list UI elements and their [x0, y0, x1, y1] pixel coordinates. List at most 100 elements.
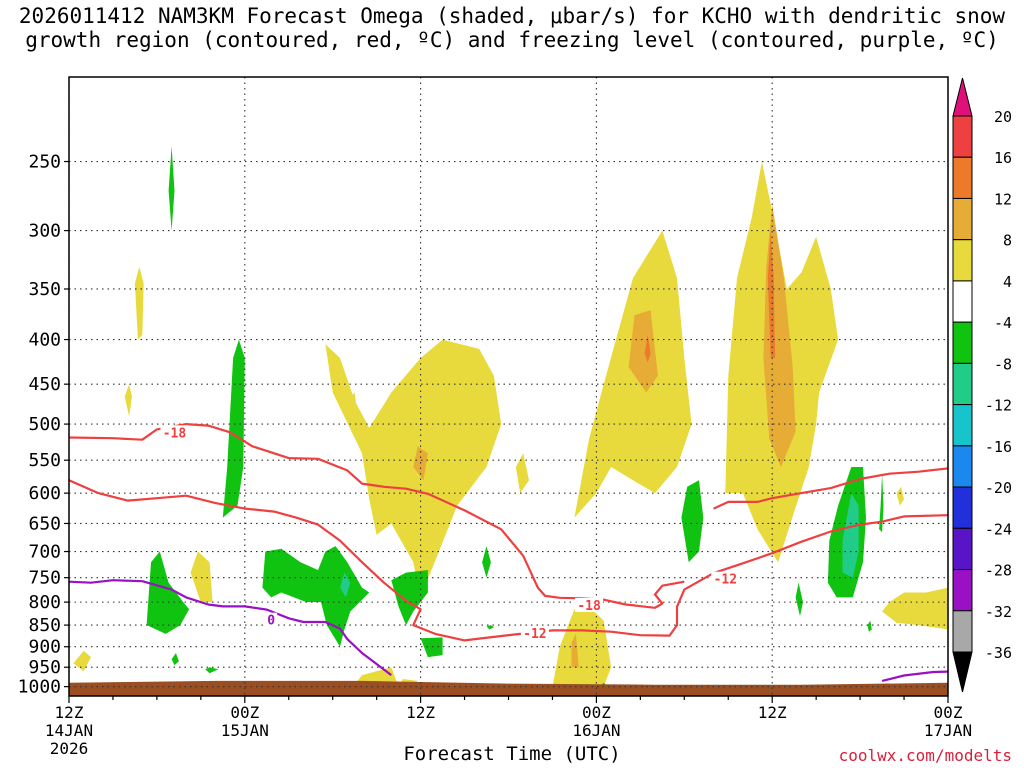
- contour-label-bg: [575, 597, 604, 612]
- y-tick-label: 350: [28, 279, 61, 300]
- ground-surface: [69, 680, 948, 696]
- x-tick-date: 16JAN: [572, 721, 620, 740]
- contour-labels: -18 -18 -12 -12 0: [160, 425, 740, 642]
- y-tick-label: 500: [28, 414, 61, 435]
- rising-omega-region: [486, 625, 494, 630]
- y-tick-label: 750: [28, 568, 61, 589]
- rising-omega-region: [262, 546, 370, 647]
- colorbar-band: [952, 486, 973, 529]
- y-tick-label: 800: [28, 592, 61, 613]
- colorbar-band: [952, 197, 973, 241]
- contour-line: [69, 479, 948, 642]
- colorbar: 20 16 12 8 4 -4 -8 -12 -16 -20 -24 -28 -32 -36: [952, 77, 1012, 693]
- sinking-omega-region: [515, 453, 529, 494]
- colorbar-tick-label: -12: [985, 397, 1012, 415]
- colorbar-band: [952, 280, 973, 323]
- y-tick-label: 700: [28, 542, 61, 563]
- y-tick-label: 450: [28, 374, 61, 395]
- chart-title: 2026011412 NAM3KM Forecast Omega (shaded…: [0, 4, 1024, 52]
- rising-omega-region: [681, 480, 704, 563]
- colorbar-tick-label: 4: [1003, 273, 1012, 291]
- colorbar-band: [952, 362, 973, 406]
- colorbar-band: [952, 156, 973, 199]
- contour-lines: [69, 423, 948, 682]
- colorbar-band: [952, 321, 973, 364]
- contour-label: 0: [267, 614, 275, 629]
- x-tick-date: 14JAN: [45, 721, 93, 740]
- colorbar-band: [952, 569, 973, 612]
- contour-label-bg: [265, 612, 278, 627]
- colorbar-tick-label: -8: [994, 355, 1012, 373]
- y-tick-label: 400: [28, 330, 61, 351]
- x-tick-label: 12Z: [758, 703, 787, 722]
- omega-shading: [73, 146, 948, 689]
- colorbar-tick-label: -32: [985, 603, 1012, 621]
- colorbar-tick-label: -24: [985, 520, 1012, 538]
- sinking-omega-region: [124, 384, 132, 417]
- sinking-omega-region: [190, 551, 213, 603]
- rising-omega-region: [795, 582, 803, 617]
- rising-omega-region: [842, 493, 859, 578]
- y-tick-label: 650: [28, 513, 61, 534]
- chart-title-line-2: growth region (contoured, red, ºC) and f…: [25, 28, 999, 52]
- rising-omega-region: [171, 653, 179, 666]
- sinking-omega-region: [571, 633, 579, 668]
- contour-label-bg: [520, 626, 549, 641]
- rising-omega-region: [867, 620, 872, 632]
- rising-omega-region: [420, 637, 443, 658]
- rising-omega-region: [146, 551, 190, 634]
- contour-label-bg: [160, 425, 189, 440]
- sinking-omega-region: [325, 339, 502, 598]
- y-tick-label: 850: [28, 615, 61, 636]
- credit-link[interactable]: coolwx.com/modelts: [838, 746, 1012, 765]
- sinking-omega-region: [628, 310, 658, 393]
- sinking-omega-region: [347, 392, 358, 432]
- colorbar-tick-label: 8: [1003, 232, 1012, 250]
- y-axis: 2503003504004505005506006507007508008509…: [18, 152, 69, 698]
- rising-omega-region: [168, 146, 175, 231]
- colorbar-tick-label: -4: [994, 314, 1012, 332]
- colorbar-band: [952, 445, 973, 488]
- contour-label: -18: [577, 599, 601, 614]
- colorbar-tick-label: -36: [985, 644, 1012, 662]
- x-tick-year: 2026: [50, 739, 89, 758]
- gridlines: [69, 77, 948, 696]
- x-tick-label: 00Z: [230, 703, 259, 722]
- rising-omega-region: [482, 546, 491, 578]
- colorbar-tick-label: 16: [994, 149, 1012, 167]
- colorbar-band: [952, 239, 973, 282]
- contour-line: [69, 423, 685, 609]
- y-tick-label: 550: [28, 450, 61, 471]
- sinking-omega-region: [73, 650, 91, 672]
- x-tick-label: 00Z: [582, 703, 611, 722]
- colorbar-tick-label: -16: [985, 438, 1012, 456]
- sinking-omega-region: [134, 266, 144, 340]
- colorbar-band: [952, 115, 973, 158]
- y-tick-label: 950: [28, 657, 61, 678]
- y-tick-label: 300: [28, 221, 61, 242]
- colorbar-band: [952, 527, 973, 571]
- colorbar-band: [952, 610, 973, 653]
- contour-label: -12: [523, 627, 546, 642]
- rising-omega-region: [222, 339, 245, 518]
- colorbar-tick-label: -20: [985, 479, 1012, 497]
- sinking-omega-region: [896, 486, 904, 506]
- x-tick-label: 12Z: [406, 703, 435, 722]
- x-tick-label: 00Z: [934, 703, 963, 722]
- contour-line: [69, 579, 392, 676]
- y-tick-label: 600: [28, 483, 61, 504]
- sinking-omega-region: [644, 334, 651, 363]
- contour-line: [713, 467, 948, 510]
- rising-omega-region: [205, 667, 219, 674]
- y-tick-label: 900: [28, 637, 61, 658]
- contour-line: [881, 670, 948, 682]
- colorbar-tick-label: 12: [994, 190, 1012, 208]
- x-tick-date: 15JAN: [221, 721, 269, 740]
- sinking-omega-region: [574, 230, 692, 518]
- y-tick-label: 250: [28, 152, 61, 173]
- x-axis-title: Forecast Time (UTC): [403, 743, 621, 765]
- chart-title-line-1: 2026011412 NAM3KM Forecast Omega (shaded…: [18, 4, 1006, 28]
- x-tick-date: 17JAN: [924, 721, 972, 740]
